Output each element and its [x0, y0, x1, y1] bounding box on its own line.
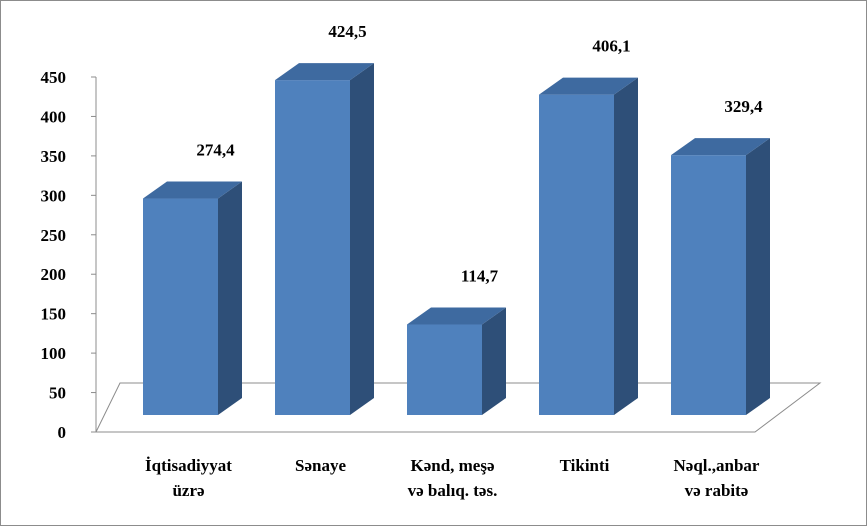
bar-2	[275, 63, 374, 415]
y-tick-label: 150	[41, 305, 67, 324]
bar-1	[143, 181, 242, 415]
y-tick-label: 250	[41, 226, 67, 245]
bar-front	[143, 198, 218, 415]
bar-side	[614, 77, 638, 415]
y-tick-label: 50	[49, 384, 66, 403]
category-label: İqtisadiyyat üzrə	[145, 456, 232, 500]
data-label: 406,1	[592, 37, 630, 56]
bar-side	[350, 63, 374, 415]
data-label: 114,7	[461, 267, 499, 286]
bar-top	[407, 307, 506, 325]
y-tick-label: 400	[41, 107, 67, 126]
data-label: 329,4	[724, 97, 763, 116]
bar-top	[539, 77, 638, 95]
y-tick-label: 100	[41, 344, 67, 363]
y-tick-label: 450	[41, 68, 67, 87]
bar-side	[746, 138, 770, 415]
y-tick-label: 200	[41, 265, 67, 284]
bar-3	[407, 307, 506, 415]
category-label: Tikinti	[560, 456, 610, 475]
data-label: 424,5	[328, 22, 366, 41]
bar-side	[482, 307, 506, 415]
data-label: 274,4	[196, 141, 235, 160]
y-tick-label: 350	[41, 147, 67, 166]
y-tick-label: 300	[41, 186, 67, 205]
bar-side	[218, 181, 242, 415]
bar-front	[671, 155, 746, 415]
bar-5	[671, 138, 770, 415]
category-label: Sənaye	[295, 456, 346, 475]
category-label: Nəql.,anbar və rabitə	[674, 456, 760, 500]
bar-4	[539, 77, 638, 415]
category-label: Kənd, meşə və balıq. təs.	[408, 456, 498, 500]
bar-front	[539, 94, 614, 415]
bar-top	[671, 138, 770, 156]
y-tick-label: 0	[58, 423, 67, 442]
bar-top	[143, 181, 242, 199]
bar-front	[407, 324, 482, 415]
bar-top	[275, 63, 374, 81]
bar-front	[275, 80, 350, 415]
